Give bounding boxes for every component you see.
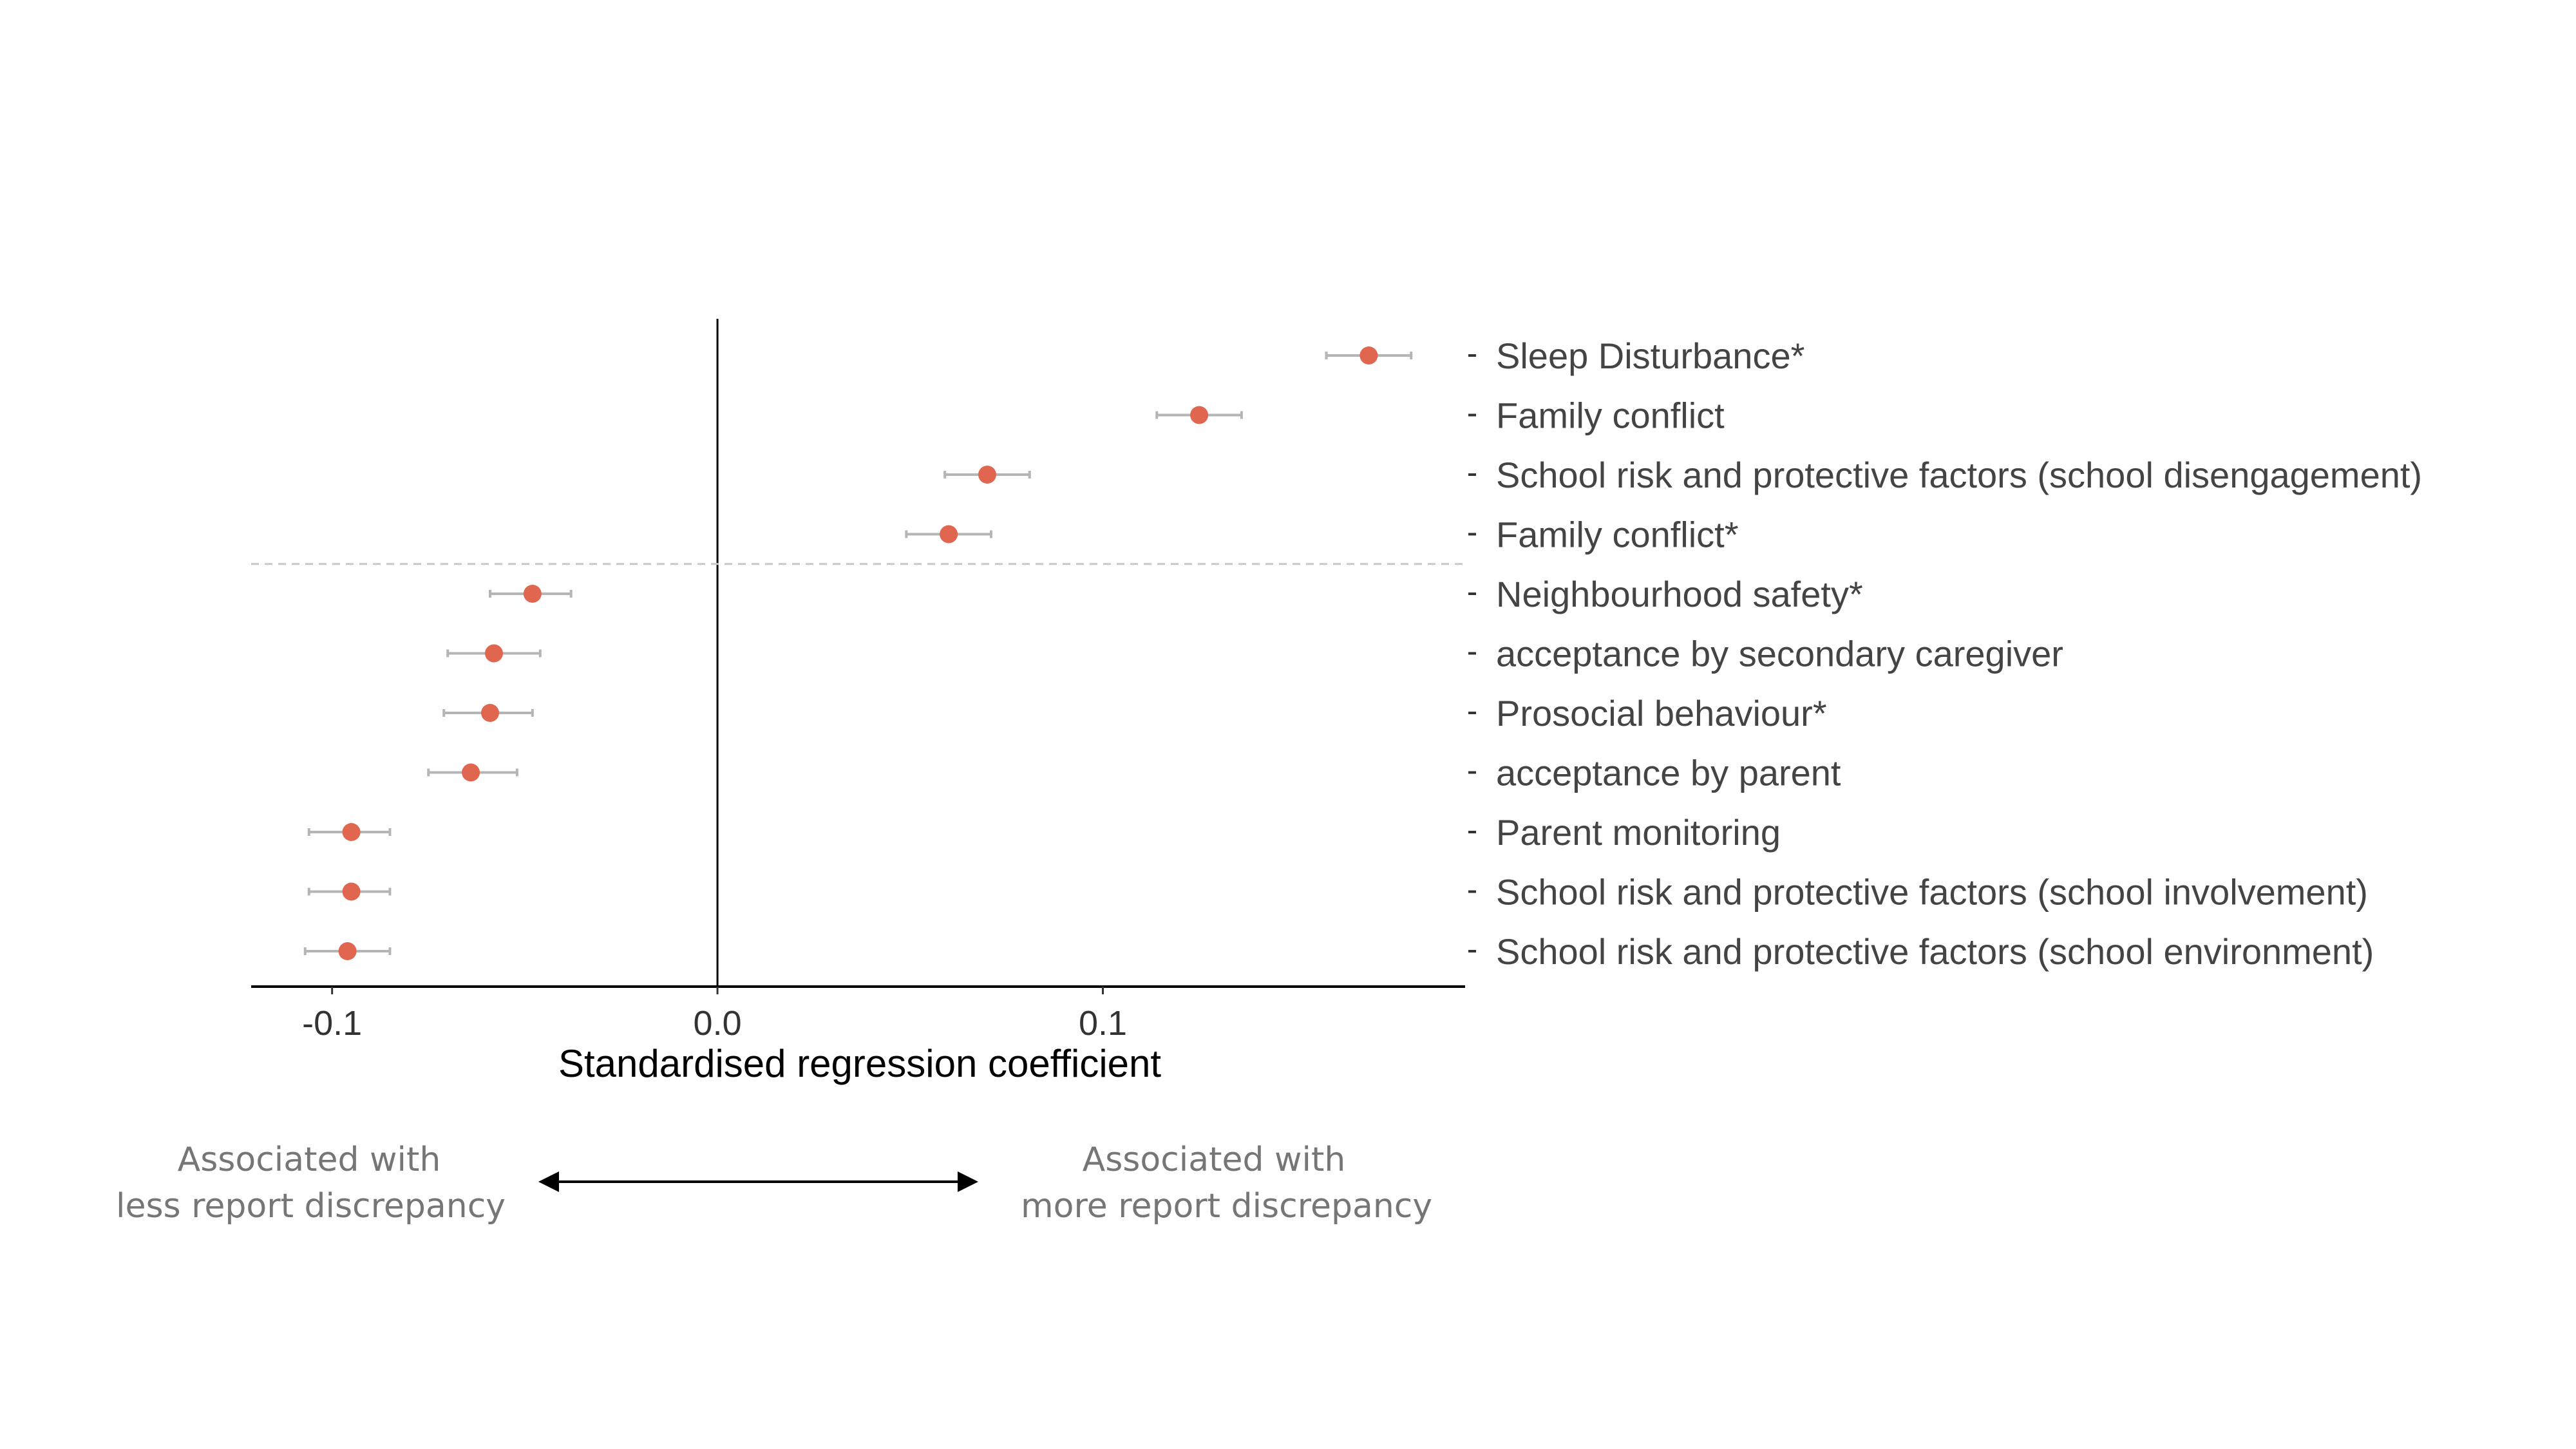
plot-panel — [251, 319, 1465, 988]
x-tick-label: 0.0 — [694, 1004, 742, 1043]
coefficient-point — [940, 525, 958, 544]
coefficient-row: Parent monitoring — [307, 812, 1781, 853]
coefficient-row: Neighbourhood safety* — [489, 574, 1863, 614]
coefficient-row: School risk and protective factors (scho… — [943, 455, 2422, 495]
y-axis-label: School risk and protective factors (scho… — [1496, 931, 2374, 972]
right-note-line-2: more report discrepancy — [1021, 1187, 1433, 1226]
x-axis-ticks: -0.1 0.0 0.1 — [302, 987, 1127, 1043]
coefficient-row: acceptance by secondary caregiver — [446, 634, 2063, 674]
y-axis-label: Family conflict — [1496, 395, 1725, 436]
coefficient-point — [342, 882, 361, 901]
y-axis-label: School risk and protective factors (scho… — [1496, 872, 2368, 913]
x-tick-label: -0.1 — [302, 1004, 362, 1043]
y-axis-label: acceptance by parent — [1496, 753, 1841, 793]
coefficient-row: School risk and protective factors (scho… — [307, 872, 2368, 913]
coefficient-row: Sleep Disturbance* — [1325, 336, 1804, 376]
y-axis-label: Family conflict* — [1496, 515, 1739, 555]
y-axis-label: Sleep Disturbance* — [1496, 336, 1804, 376]
coefficient-point — [481, 704, 500, 722]
coefficient-point — [338, 942, 357, 960]
coefficient-point — [1359, 346, 1378, 365]
y-axis-label: Neighbourhood safety* — [1496, 574, 1863, 614]
coefficient-point — [1190, 406, 1209, 424]
coefficient-point — [342, 823, 361, 841]
y-axis-label: acceptance by secondary caregiver — [1496, 634, 2063, 674]
coefficient-rows: Sleep Disturbance* Family conflict School … — [303, 336, 2422, 972]
left-note-line-2: less report discrepancy — [116, 1187, 506, 1226]
right-note: Associated with more report discrepancy — [1021, 1137, 1433, 1229]
coefficient-point — [462, 763, 480, 782]
y-axis-label: School risk and protective factors (scho… — [1496, 455, 2422, 495]
x-tick-label: 0.1 — [1079, 1004, 1127, 1043]
right-note-line-1: Associated with — [1082, 1141, 1346, 1179]
coefficient-row: Family conflict — [1155, 395, 1725, 436]
coefficient-point — [523, 585, 542, 603]
y-axis-label: Parent monitoring — [1496, 812, 1781, 853]
coefficient-point — [485, 644, 503, 663]
coefficient-row: Family conflict* — [905, 515, 1739, 555]
x-axis-title: Standardised regression coefficient — [558, 1042, 1161, 1085]
coefficient-row: Prosocial behaviour* — [442, 693, 1827, 734]
left-note: Associated with less report discrepancy — [116, 1137, 506, 1229]
coefficient-row: acceptance by parent — [427, 753, 1841, 793]
y-axis-label: Prosocial behaviour* — [1496, 693, 1827, 734]
left-note-line-1: Associated with — [177, 1141, 441, 1179]
coefficient-row: School risk and protective factors (scho… — [303, 931, 2374, 972]
coefficient-point — [978, 466, 996, 484]
